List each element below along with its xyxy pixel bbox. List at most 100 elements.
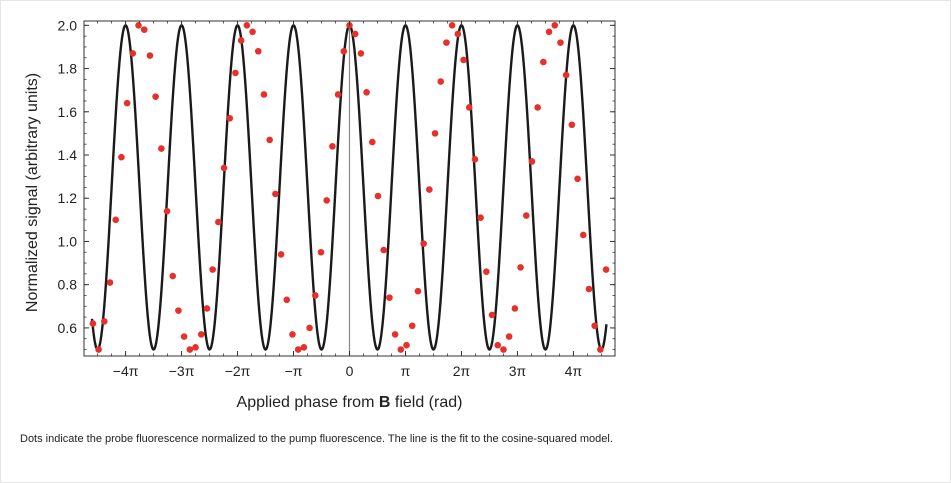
data-point xyxy=(500,346,507,353)
data-point xyxy=(597,346,604,353)
data-point xyxy=(243,22,251,29)
data-point xyxy=(591,322,598,330)
data-point xyxy=(557,39,564,46)
x-tick-label: −2π xyxy=(225,363,251,379)
x-tick-label: π xyxy=(401,363,411,379)
data-point xyxy=(340,47,348,55)
phase-scan-chart: −4π −3π −2π −π 0 π 2π 3π 4π 0.6 0.8 1.0 1.2 1.4 1.6 1.8… xyxy=(24,17,616,411)
data-point xyxy=(226,114,234,122)
data-point xyxy=(203,305,211,312)
x-axis-label: Applied phase from B field (rad) xyxy=(237,394,463,411)
data-point xyxy=(277,251,285,258)
data-point xyxy=(494,341,502,349)
data-point xyxy=(283,296,291,304)
data-point xyxy=(89,320,97,327)
data-point xyxy=(517,264,524,271)
data-point xyxy=(112,216,120,224)
data-point xyxy=(311,292,319,299)
data-point xyxy=(272,190,279,198)
data-point xyxy=(545,28,553,36)
data-point xyxy=(522,212,530,219)
y-tick-label: 1.4 xyxy=(58,147,78,163)
y-tick-label: 0.6 xyxy=(58,320,78,336)
data-point xyxy=(232,69,239,77)
data-point xyxy=(266,136,273,144)
data-point xyxy=(123,99,131,107)
data-point xyxy=(249,28,256,36)
data-point xyxy=(408,322,416,330)
data-point xyxy=(448,22,456,29)
data-point xyxy=(414,287,422,295)
data-point xyxy=(437,78,445,85)
data-point xyxy=(129,50,137,57)
data-point xyxy=(505,333,513,340)
data-point xyxy=(403,341,410,349)
data-point xyxy=(568,121,576,129)
data-point xyxy=(454,30,462,38)
data-point xyxy=(380,246,388,254)
data-point xyxy=(363,89,370,96)
x-tick-label: −4π xyxy=(113,363,139,379)
data-point xyxy=(294,346,302,353)
data-point xyxy=(351,30,359,38)
data-point xyxy=(534,104,541,111)
data-point xyxy=(465,104,473,111)
x-axis-label-suffix: field (rad) xyxy=(390,394,462,411)
data-point xyxy=(602,266,610,273)
y-tick-label: 2.0 xyxy=(58,17,78,33)
figure-caption: Dots indicate the probe fluorescence nor… xyxy=(20,433,613,445)
data-point xyxy=(215,218,222,226)
data-point xyxy=(585,285,593,293)
data-points xyxy=(89,22,610,353)
data-point xyxy=(197,331,205,338)
data-point xyxy=(254,47,262,55)
data-point xyxy=(528,158,536,165)
y-tick-label: 0.8 xyxy=(58,277,78,293)
x-axis-label-bold: B xyxy=(379,394,391,411)
data-point xyxy=(106,279,114,286)
x-tick-label: 0 xyxy=(346,363,354,379)
data-point xyxy=(306,324,313,332)
data-point xyxy=(334,91,342,98)
data-point xyxy=(483,268,490,276)
data-point xyxy=(300,344,308,351)
data-point xyxy=(135,22,142,29)
data-point xyxy=(511,305,519,312)
data-point xyxy=(540,58,547,66)
data-point xyxy=(477,214,484,221)
x-axis-label-prefix: Applied phase from xyxy=(237,394,379,411)
y-tick-label: 1.0 xyxy=(58,233,78,249)
data-point xyxy=(488,311,496,319)
data-point xyxy=(237,37,245,44)
data-point xyxy=(471,156,479,163)
data-point xyxy=(220,164,228,172)
x-tick-label: 2π xyxy=(453,363,471,379)
y-tick-label: 1.8 xyxy=(58,61,78,77)
y-tick-label: 1.2 xyxy=(58,190,78,206)
y-tick-label: 1.6 xyxy=(58,104,78,120)
data-point xyxy=(562,71,570,79)
data-point xyxy=(323,197,330,204)
data-point xyxy=(118,153,125,161)
data-point xyxy=(329,143,336,150)
data-point xyxy=(357,50,365,57)
data-point xyxy=(426,186,433,193)
tick-marks xyxy=(84,21,615,356)
data-point xyxy=(579,231,587,239)
data-point xyxy=(369,138,376,146)
data-point xyxy=(180,333,188,340)
data-point xyxy=(460,56,467,64)
data-point xyxy=(551,22,559,29)
data-point xyxy=(186,346,194,353)
data-point xyxy=(169,272,177,280)
data-point xyxy=(317,248,325,256)
data-point xyxy=(386,294,393,301)
x-tick-label: −3π xyxy=(169,363,195,379)
data-point xyxy=(431,130,439,137)
x-tick-label: 4π xyxy=(565,363,583,379)
tick-labels: −4π −3π −2π −π 0 π 2π 3π 4π 0.6 0.8 1.0 1.2 1.4 1.6 1.8… xyxy=(58,17,583,379)
data-point xyxy=(289,331,296,338)
data-point xyxy=(163,207,171,215)
data-point xyxy=(391,331,399,338)
